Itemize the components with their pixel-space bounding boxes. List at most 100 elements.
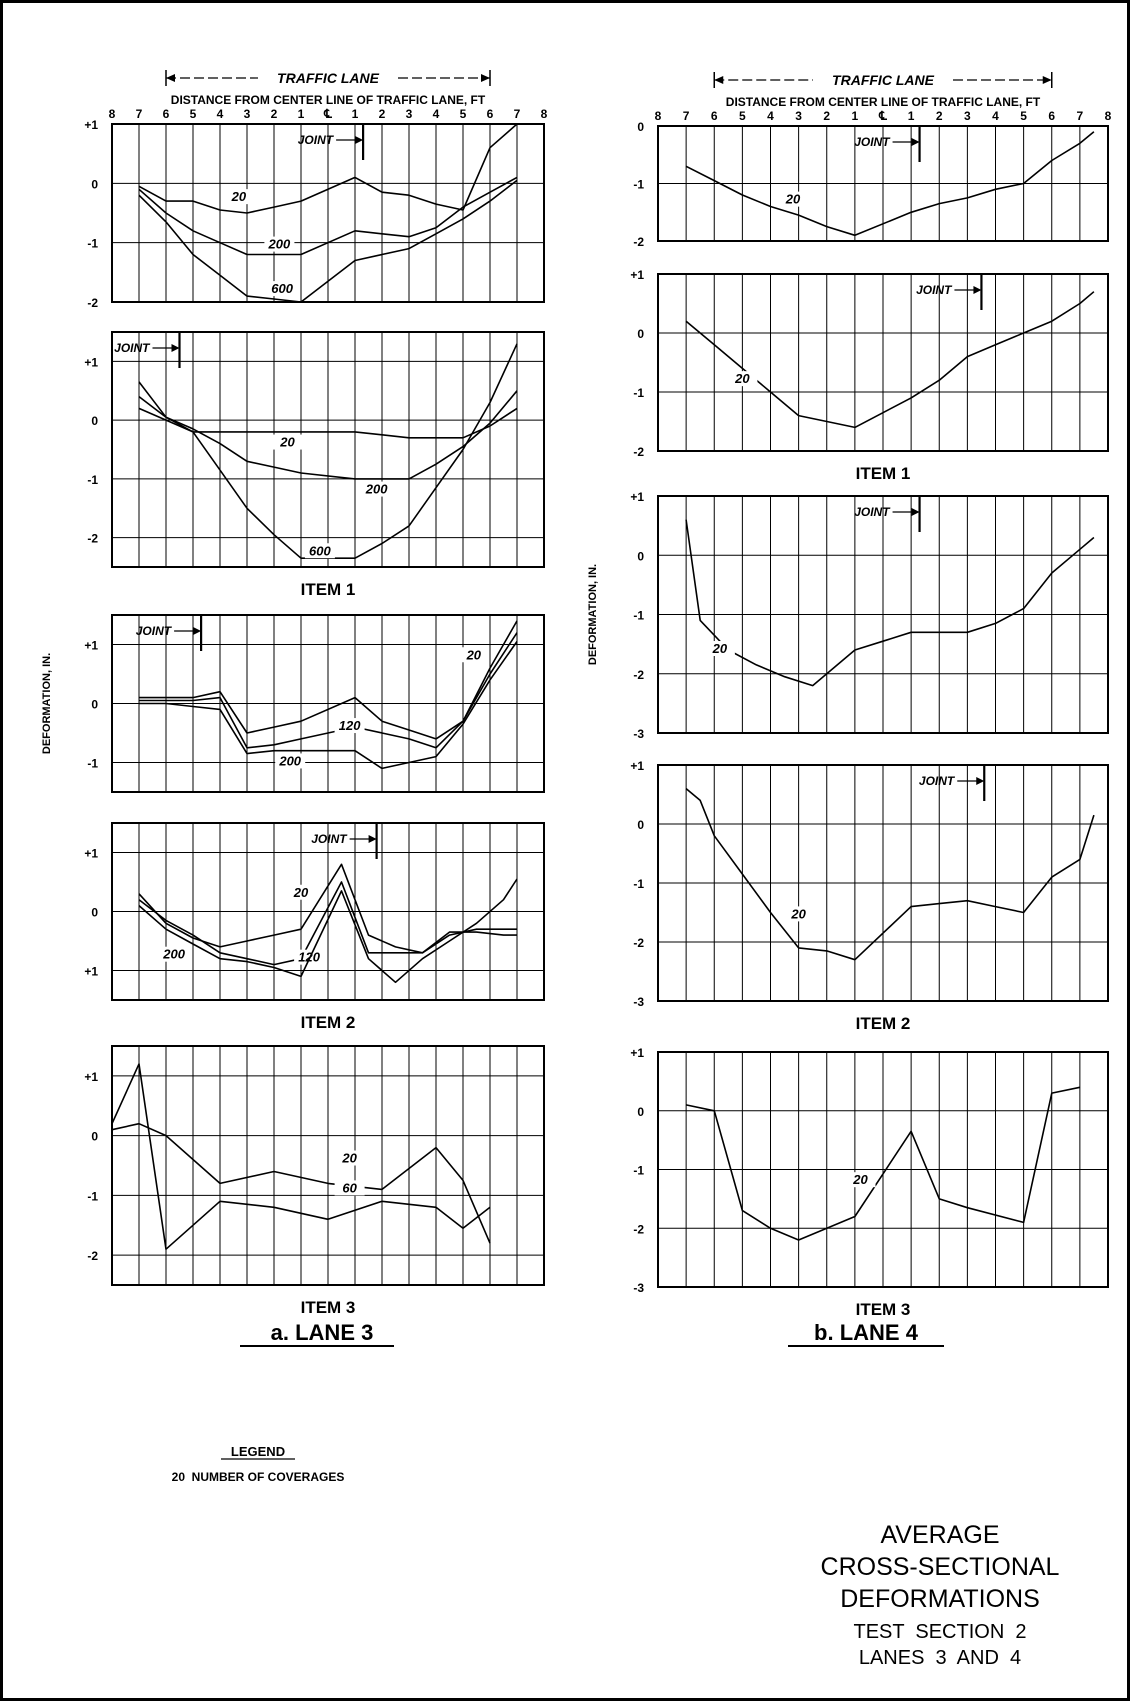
joint-label: JOINT [854, 505, 891, 519]
series-label-20: 20 [279, 435, 295, 450]
series-line-20 [685, 131, 1095, 237]
series-line-200 [138, 878, 518, 984]
y-tick-label: -2 [87, 532, 98, 546]
y-tick-label: -3 [633, 995, 644, 1009]
plot-frame [111, 822, 545, 1001]
series-label-200: 200 [268, 237, 291, 252]
joint-arrowhead [171, 344, 180, 352]
plot-frame [657, 495, 1109, 734]
y-tick-label: -1 [87, 473, 98, 487]
joint-arrowhead [368, 835, 377, 843]
y-tick-label: 0 [637, 818, 644, 832]
x-tick-label: 1 [298, 107, 305, 121]
title-line-4: TEST SECTION 2 [854, 1621, 1027, 1643]
series-line-200 [138, 176, 518, 256]
x-tick-label: ℄ [323, 107, 332, 121]
y-tick-label: -2 [87, 1249, 98, 1263]
joint-label: JOINT [298, 133, 335, 147]
y-tick-label: +1 [84, 847, 98, 861]
joint-arrowhead [911, 138, 920, 146]
distance-axis-label: DISTANCE FROM CENTER LINE OF TRAFFIC LAN… [726, 95, 1041, 109]
joint-arrowhead [973, 286, 982, 294]
series-label-bg [778, 191, 808, 207]
y-tick-label: -1 [633, 877, 644, 891]
y-tick-label: 0 [91, 1130, 98, 1144]
lane-3-title: a. LANE 3 [271, 1320, 374, 1345]
dimension-arrow-left [714, 76, 724, 84]
title-line-2: CROSS-SECTIONAL [821, 1553, 1060, 1581]
series-label-600: 600 [271, 281, 293, 296]
y-tick-label: -1 [633, 386, 644, 400]
plot-frame [657, 273, 1109, 452]
item-caption: ITEM 3 [301, 1298, 356, 1317]
series-line-20 [111, 1122, 491, 1244]
chart-l3c: +1 0 -1 JOINT 20 120 200 DEFORMATION, IN. [41, 614, 545, 793]
x-tick-label: 4 [433, 107, 440, 121]
series-label-bg [334, 1180, 365, 1196]
x-tick-label: 2 [936, 109, 943, 123]
series-label-20: 20 [293, 885, 309, 900]
title-line-5: LANES 3 AND 4 [859, 1647, 1021, 1669]
series-label-20: 20 [231, 189, 247, 204]
series-label-20: 20 [466, 647, 482, 662]
x-tick-label: 2 [823, 109, 830, 123]
x-tick-label: 8 [1105, 109, 1112, 123]
dimension-arrow-right [481, 74, 490, 82]
series-line-20 [138, 123, 518, 214]
joint-label: JOINT [854, 135, 891, 149]
x-tick-label: 1 [352, 107, 359, 121]
series-label-bg [272, 434, 303, 450]
series-line-20 [685, 1086, 1081, 1241]
series-line-60 [111, 1063, 491, 1250]
joint-label: JOINT [311, 832, 348, 846]
y-tick-label: -1 [633, 1164, 644, 1178]
series-line-20 [685, 291, 1095, 429]
y-tick-label: -1 [633, 178, 644, 192]
series-label-bg [294, 949, 325, 965]
series-label-200: 200 [162, 947, 185, 962]
x-tick-label: 4 [992, 109, 999, 123]
series-label-60: 60 [342, 1180, 357, 1195]
x-tick-label: 3 [795, 109, 802, 123]
y-tick-label: -3 [633, 727, 644, 741]
dimension-arrow-left [166, 74, 175, 82]
series-line-20 [139, 620, 518, 740]
x-tick-label: 8 [655, 109, 662, 123]
item-caption: ITEM 3 [856, 1300, 911, 1319]
y-tick-label: +1 [84, 639, 98, 653]
x-tick-label: 7 [683, 109, 690, 123]
x-tick-label: 6 [711, 109, 718, 123]
y-tick-label: -2 [87, 296, 98, 310]
series-line-200 [139, 641, 518, 770]
joint-label: JOINT [919, 774, 956, 788]
chart-l3a: +1 0 -1 -2 8 7 6 5 4 3 2 1 ℄ 1 2 3 4 5 6 7 8 DISTANCE FROM CE… [84, 70, 548, 310]
y-tick-label: -2 [633, 668, 644, 682]
series-label-bg [223, 189, 254, 205]
x-tick-label: 7 [1077, 109, 1084, 123]
series-label-20: 20 [852, 1172, 868, 1187]
series-label-bg [783, 906, 814, 922]
x-tick-label: 3 [964, 109, 971, 123]
plot-frame [657, 764, 1109, 1002]
x-tick-label: 7 [514, 107, 521, 121]
joint-arrowhead [911, 508, 920, 516]
x-tick-label: 2 [379, 107, 386, 121]
y-tick-label: 0 [91, 177, 98, 191]
y-tick-label: 0 [91, 906, 98, 920]
y-tick-label: -1 [87, 757, 98, 771]
y-tick-label: -2 [633, 936, 644, 950]
series-label-bg [264, 236, 295, 252]
x-tick-label: 5 [1020, 109, 1027, 123]
y-tick-label: +1 [630, 1046, 644, 1060]
y-tick-label: -2 [633, 235, 644, 249]
chart-l3b: +1 0 -1 -2 JOINT 20 200 600 ITEM 1 [84, 331, 545, 599]
plot-frame [111, 614, 545, 793]
y-tick-label: +1 [630, 759, 644, 773]
plot-frame [111, 123, 545, 303]
joint-arrowhead [193, 627, 202, 635]
y-tick-label: -1 [87, 237, 98, 251]
series-label-bg [267, 281, 298, 297]
joint-label: JOINT [136, 624, 173, 638]
